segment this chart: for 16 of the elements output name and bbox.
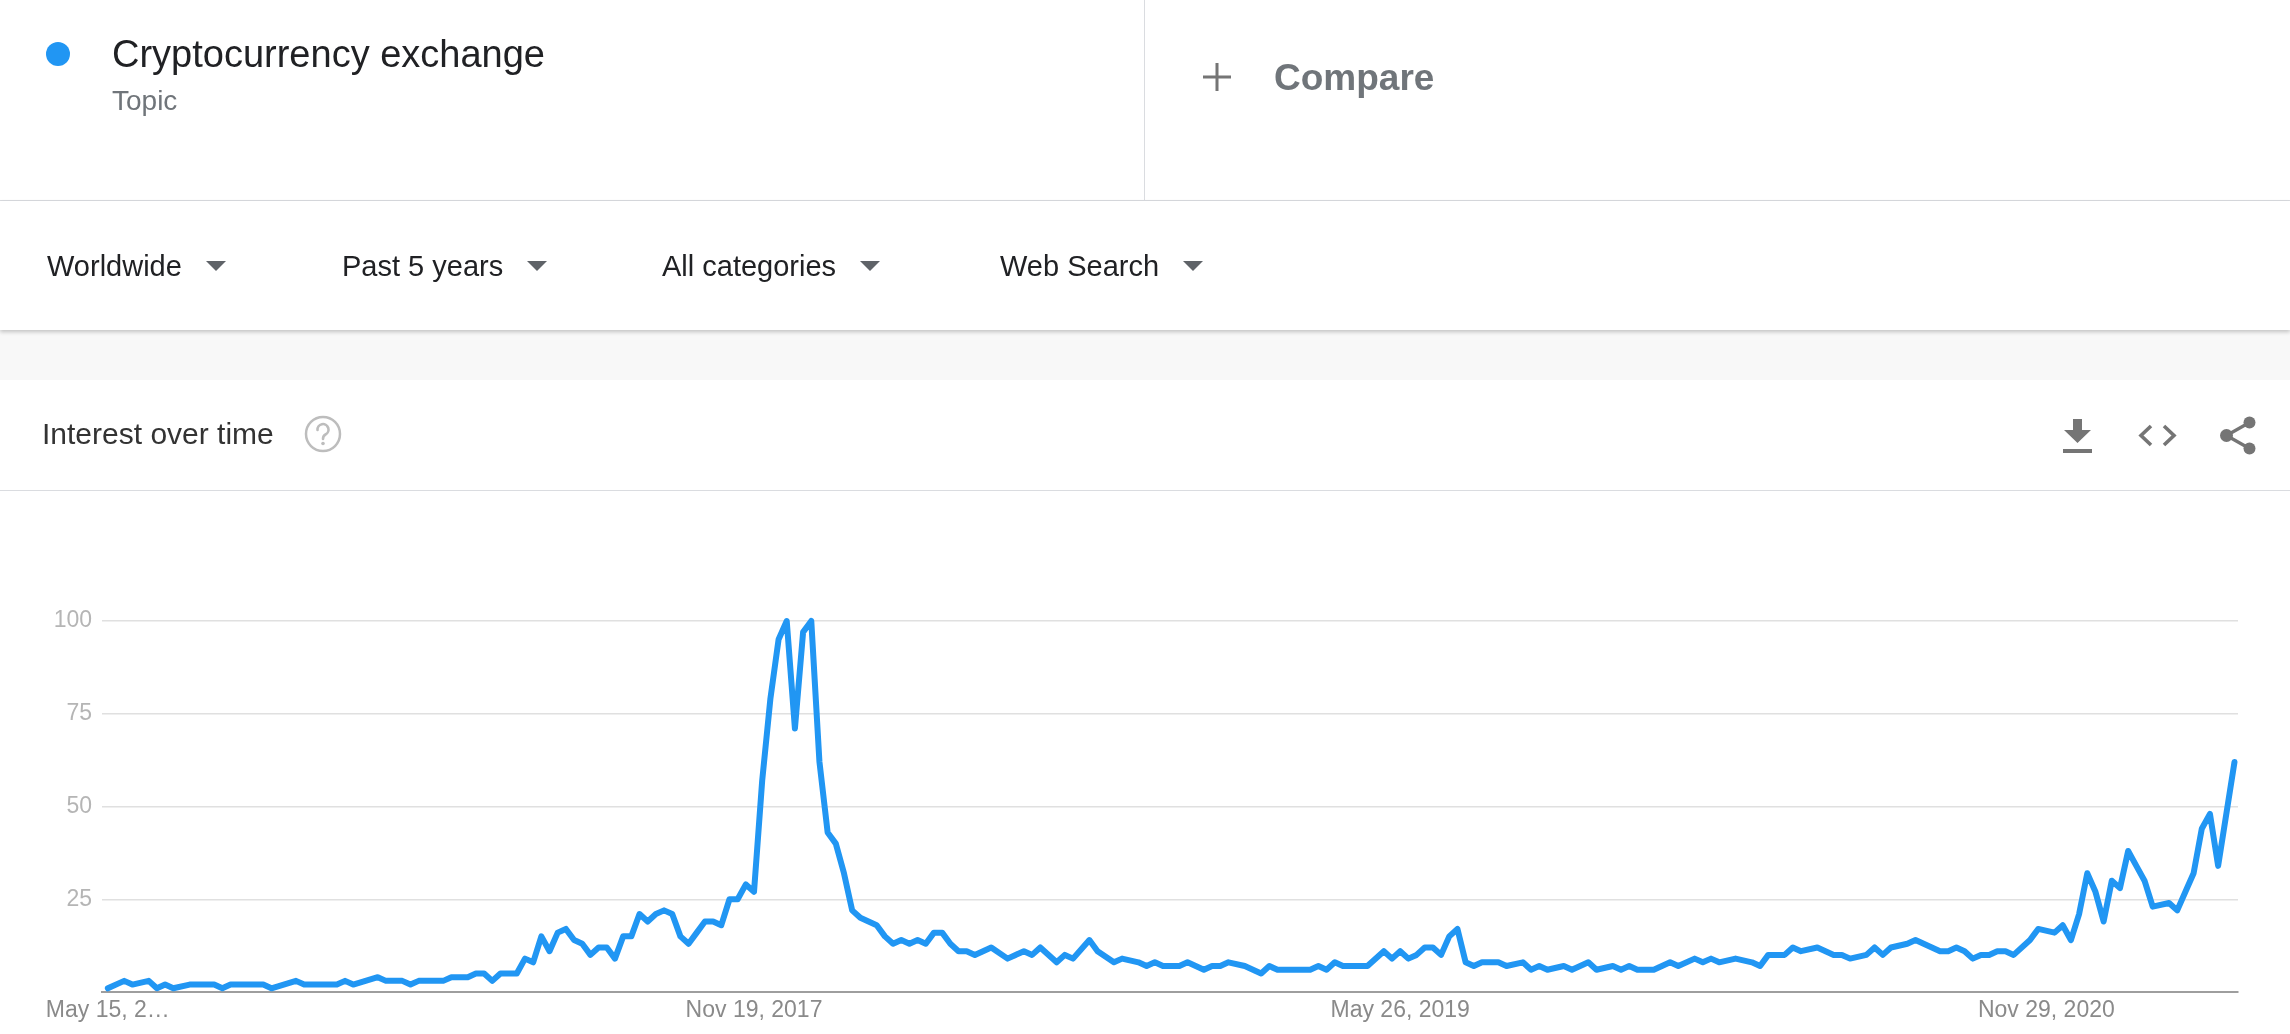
- text: Worldwide: [47, 249, 182, 282]
- y-tick-label: 100: [53, 606, 92, 633]
- x-tick-label: May 26, 2019: [1330, 996, 1470, 1023]
- x-tick-label: May 15, 2…: [45, 996, 170, 1023]
- text: Topic: [112, 85, 178, 116]
- legend-label: Cryptocurrency exchange: [112, 33, 545, 75]
- text: All categories: [662, 249, 837, 282]
- y-tick-label: 25: [66, 884, 92, 911]
- x-tick-label: Nov 29, 2020: [1977, 996, 2115, 1023]
- chart-title: Interest over time: [42, 417, 274, 450]
- text: Compare: [1274, 56, 1435, 98]
- text: Past 5 years: [342, 249, 504, 282]
- y-tick-label: 75: [66, 699, 92, 726]
- y-tick-label: 50: [66, 791, 92, 818]
- x-tick-label: Nov 19, 2017: [685, 996, 823, 1023]
- text: Web Search: [1000, 249, 1160, 282]
